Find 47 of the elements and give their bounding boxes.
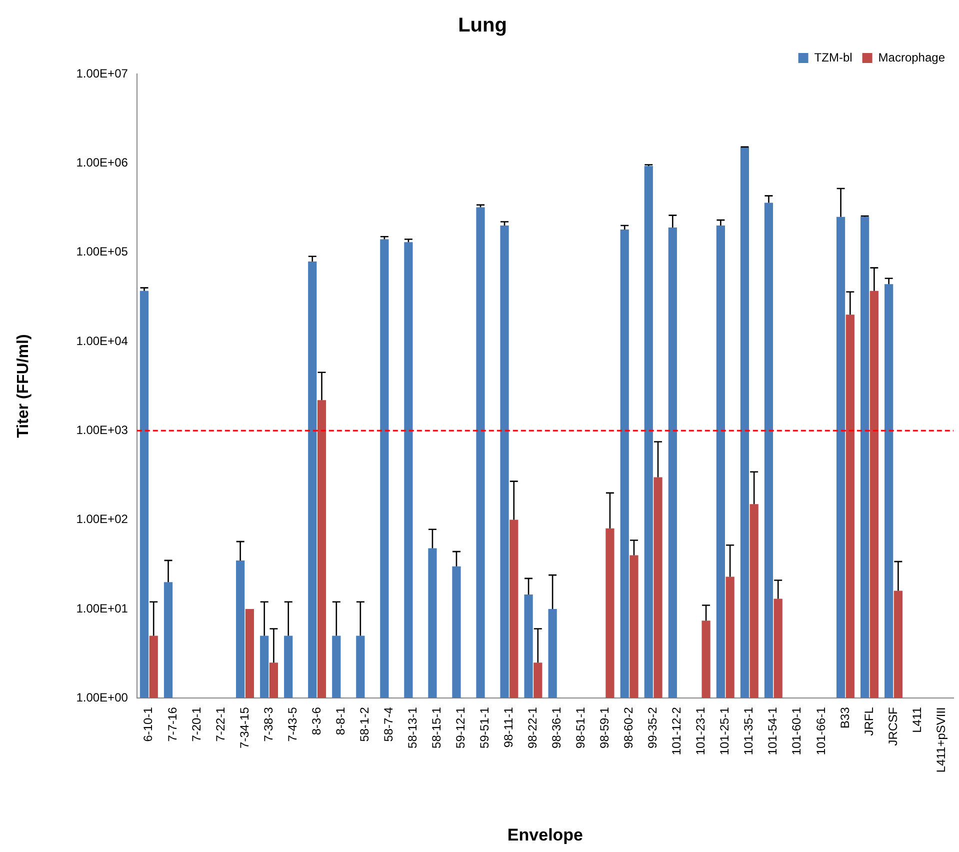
y-tick-label: 1.00E+03 [76, 422, 128, 437]
x-tick-label: 98-22-1 [526, 706, 540, 748]
x-tick-label: 8-8-1 [333, 706, 348, 736]
x-tick-label: 7-34-15 [237, 706, 252, 748]
x-tick-label: 101-35-1 [742, 706, 756, 756]
x-tick-label: 58-7-4 [381, 706, 396, 742]
x-tick-label: JRFL [862, 706, 876, 736]
x-tick-label: 98-11-1 [502, 706, 516, 748]
x-tick-label: 101-25-1 [718, 706, 732, 756]
x-tick-label: 7-22-1 [213, 706, 228, 742]
legend-label: Macrophage [878, 50, 946, 64]
chart-title: Lung [458, 14, 507, 37]
x-tick-label: 101-66-1 [814, 706, 828, 756]
x-tick-label: 101-60-1 [790, 706, 804, 756]
y-tick-label: 1.00E+06 [76, 155, 128, 170]
y-tick-label: 1.00E+00 [76, 690, 128, 704]
x-tick-label: 58-13-1 [405, 706, 420, 748]
x-tick-label: B33 [838, 706, 852, 728]
y-axis-title: Titer (FFU/ml) [15, 334, 32, 438]
y-tick-label: 1.00E+07 [76, 66, 128, 80]
y-tick-label: 1.00E+04 [76, 334, 128, 348]
x-tick-label: 8-3-6 [309, 706, 324, 736]
x-tick-label: 58-1-2 [357, 706, 372, 742]
x-tick-label: 98-60-2 [622, 706, 636, 748]
x-tick-label: 98-36-1 [550, 706, 564, 748]
legend-label: TZM-bl [814, 50, 852, 64]
x-tick-label: 7-7-16 [165, 706, 180, 742]
x-tick-label: 7-38-3 [261, 706, 276, 742]
x-tick-label: 7-20-1 [189, 706, 204, 742]
y-tick-label: 1.00E+02 [76, 512, 128, 526]
x-tick-label: 99-35-2 [646, 706, 660, 748]
x-tick-label: 58-15-1 [429, 706, 444, 748]
y-tick-label: 1.00E+05 [76, 244, 128, 259]
x-tick-label: 101-12-2 [670, 706, 684, 756]
x-tick-label: 101-23-1 [694, 706, 708, 756]
x-tick-label: 59-51-1 [478, 706, 492, 748]
x-tick-label: 98-51-1 [574, 706, 588, 748]
y-tick-label: 1.00E+01 [76, 601, 128, 616]
x-tick-label: L411 [910, 706, 924, 733]
x-tick-label: 59-12-1 [453, 706, 468, 748]
x-tick-label: L411+pSVIII [934, 707, 948, 773]
x-tick-label: 98-59-1 [598, 706, 612, 748]
x-tick-label: JRCSF [886, 707, 900, 746]
x-axis-title: Envelope [507, 825, 584, 844]
x-tick-label: 101-54-1 [766, 706, 780, 756]
x-tick-label: 7-43-5 [285, 706, 300, 742]
x-tick-label: 6-10-1 [141, 706, 156, 742]
